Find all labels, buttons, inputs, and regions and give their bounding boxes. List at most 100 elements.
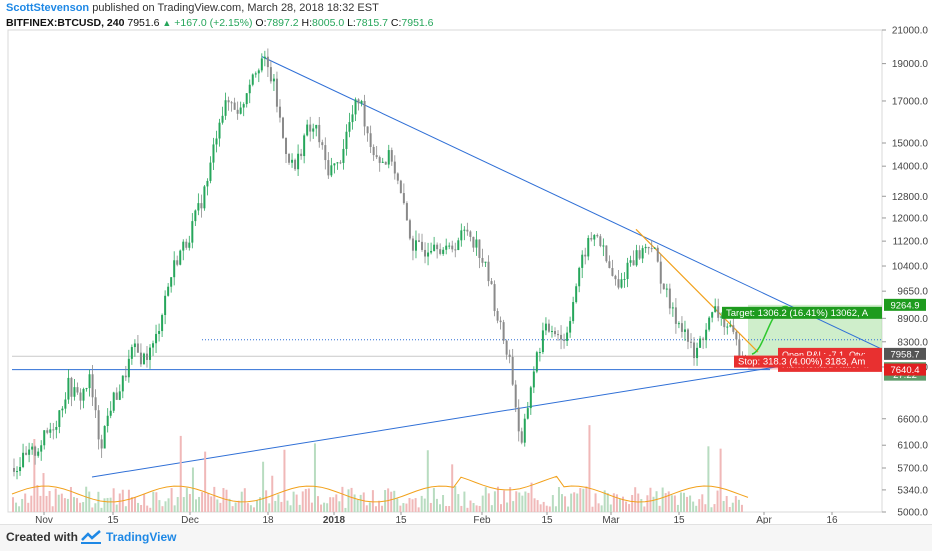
candle-body <box>454 249 457 251</box>
price-badge-label: 7640.4 <box>890 365 919 376</box>
candle-body <box>699 338 702 348</box>
volume-bar <box>313 443 316 512</box>
price-badge-label: 9264.9 <box>890 300 919 311</box>
candle-body <box>124 375 127 378</box>
candle-body <box>520 431 523 443</box>
candle-body <box>348 122 351 132</box>
candle-body <box>587 238 590 257</box>
volume-bar <box>704 504 707 512</box>
volume-bar <box>426 450 429 512</box>
candle-body <box>514 384 517 408</box>
volume-bar <box>33 439 36 512</box>
candle-body <box>457 240 460 250</box>
candle-body <box>711 312 714 318</box>
candle-body <box>653 247 656 249</box>
volume-bar <box>432 488 435 512</box>
volume-bar <box>536 500 539 512</box>
candle-body <box>690 341 693 343</box>
x-tick-label: 15 <box>541 515 553 524</box>
candle-body <box>493 284 496 312</box>
candle-body <box>411 238 414 251</box>
candle-body <box>28 449 31 455</box>
volume-bar <box>737 499 740 512</box>
candle-body <box>206 180 209 187</box>
symbol-legend: BITFINEX:BTCUSD, 240 7951.6 ▲ +167.0 (+2… <box>6 17 434 29</box>
candle-body <box>717 306 720 318</box>
volume-bar <box>356 499 359 512</box>
candle-body <box>460 230 463 241</box>
x-tick-label: Feb <box>473 515 491 524</box>
volume-bar <box>454 485 457 512</box>
volume-bar <box>381 505 384 512</box>
candle-body <box>575 286 578 303</box>
candle-body <box>581 254 584 268</box>
candle-body <box>723 316 726 328</box>
volume-bar <box>734 496 737 512</box>
candle-body <box>708 317 711 330</box>
y-tick-label: 8900.0 <box>897 314 928 325</box>
volume-bar <box>728 506 731 512</box>
candle-body <box>735 331 738 340</box>
candle-body <box>227 100 230 103</box>
x-tick-label: 2018 <box>323 515 346 524</box>
candle-body <box>623 278 626 280</box>
volume-bar <box>63 498 66 512</box>
volume-bar <box>466 507 469 512</box>
created-with-label: Created with <box>6 530 79 544</box>
volume-bar <box>615 494 618 512</box>
candle-body <box>451 245 454 250</box>
volume-bar <box>82 502 85 512</box>
candle-body <box>614 275 617 280</box>
volume-bar <box>725 496 728 512</box>
candle-body <box>738 339 741 357</box>
volume-bar <box>280 501 283 512</box>
volume-bar <box>112 488 115 512</box>
volume-bar <box>179 435 182 512</box>
candle-body <box>547 323 550 332</box>
author-link[interactable]: ScottStevenson <box>6 2 90 14</box>
tradingview-brand[interactable]: TradingView <box>106 530 177 544</box>
volume-bar <box>512 501 515 512</box>
candle-body <box>300 153 303 157</box>
volume-bar <box>530 482 533 512</box>
candle-body <box>209 162 212 181</box>
volume-bar <box>66 498 69 512</box>
x-tick-label: Mar <box>602 515 620 524</box>
volume-bar <box>191 467 194 512</box>
candle-body <box>720 316 723 318</box>
candle-body <box>118 391 121 400</box>
volume-bar <box>292 491 295 512</box>
volume-bar <box>198 496 201 512</box>
target-label: Target: 1306.2 (16.41%) 13062, A <box>726 308 869 319</box>
candle-body <box>387 150 390 165</box>
candle-body <box>442 249 445 254</box>
candle-body <box>139 352 142 365</box>
candle-body <box>481 257 484 263</box>
volume-bar <box>402 503 405 512</box>
candle-body <box>714 306 717 313</box>
change-value: +167.0 (+2.15%) <box>174 17 253 29</box>
volume-bar <box>161 506 164 512</box>
candle-body <box>384 161 387 165</box>
price-chart[interactable]: 21000.0 19000.0 17000.0 15000.0 14000.0 12800… <box>0 0 932 524</box>
candle-body <box>554 330 557 335</box>
y-tick-label: 21000.0 <box>892 26 929 37</box>
volume-bar <box>411 499 414 512</box>
publish-header: ScottStevenson published on TradingView.… <box>6 2 379 14</box>
price-badge <box>884 298 926 311</box>
volume-bar <box>695 505 698 512</box>
orange-line <box>635 228 759 353</box>
volume-bar <box>716 490 719 512</box>
candle-body <box>260 58 263 71</box>
candle-body <box>427 252 430 257</box>
volume-bar <box>225 489 228 512</box>
volume-bar <box>323 502 326 512</box>
symbol-name: BITFINEX:BTCUSD, 240 <box>6 17 125 29</box>
candle-body <box>702 338 705 341</box>
candle-body <box>641 248 644 259</box>
volume-bar <box>176 497 179 512</box>
volume-bar <box>490 505 493 512</box>
volume-bar <box>216 499 219 512</box>
footer-bar: Created with TradingView <box>0 524 932 551</box>
y-tick-label: 19000.0 <box>892 59 929 70</box>
